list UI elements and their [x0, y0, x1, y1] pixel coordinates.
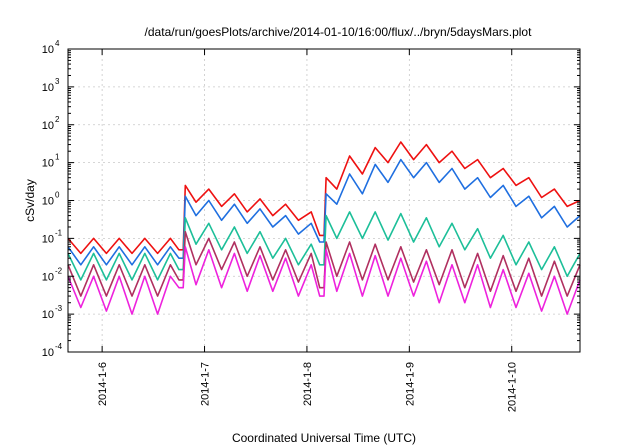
y-tick-label: 10: [42, 233, 54, 245]
y-tick-exponent: 1: [55, 153, 60, 162]
grid-layer: [68, 49, 580, 352]
y-tick-exponent: 2: [55, 115, 60, 124]
x-tick-label: 2014-1-9: [404, 362, 416, 406]
y-tick-exponent: -4: [55, 342, 63, 351]
y-tick-exponent: -3: [55, 304, 63, 313]
series-line-2: [67, 158, 581, 266]
series-layer: [67, 141, 581, 315]
y-tick-exponent: -1: [55, 228, 63, 237]
y-tick-label: 10: [42, 120, 54, 132]
y-tick-label: 10: [42, 44, 54, 56]
series-line-4: [67, 230, 581, 297]
y-axis-label: cSv/day: [23, 179, 37, 222]
x-tick-label: 2014-1-10: [507, 362, 519, 412]
chart-title: /data/run/goesPlots/archive/2014-01-10/1…: [145, 25, 533, 39]
x-axis-label: Coordinated Universal Time (UTC): [232, 431, 416, 445]
y-tick-label: 10: [42, 347, 54, 359]
y-tick-label: 10: [42, 82, 54, 94]
y-tick-label: 10: [42, 309, 54, 321]
series-line-3: [67, 211, 581, 281]
y-tick-label: 10: [42, 158, 54, 170]
y-tick-exponent: 0: [55, 191, 60, 200]
y-tick-exponent: 4: [55, 39, 60, 48]
y-tick-label: 10: [42, 271, 54, 283]
x-axis: 2014-1-6 2014-1-7 2014-1-8 2014-1-9 2014-1-1…: [97, 49, 519, 412]
x-tick-label: 2014-1-8: [302, 362, 314, 406]
x-tick-label: 2014-1-6: [97, 362, 109, 406]
series-line-1: [67, 141, 581, 255]
x-tick-label: 2014-1-7: [200, 362, 212, 406]
y-tick-exponent: -2: [55, 266, 63, 275]
series-line-5: [67, 246, 581, 315]
y-tick-exponent: 3: [55, 77, 60, 86]
y-tick-label: 10: [42, 196, 54, 208]
